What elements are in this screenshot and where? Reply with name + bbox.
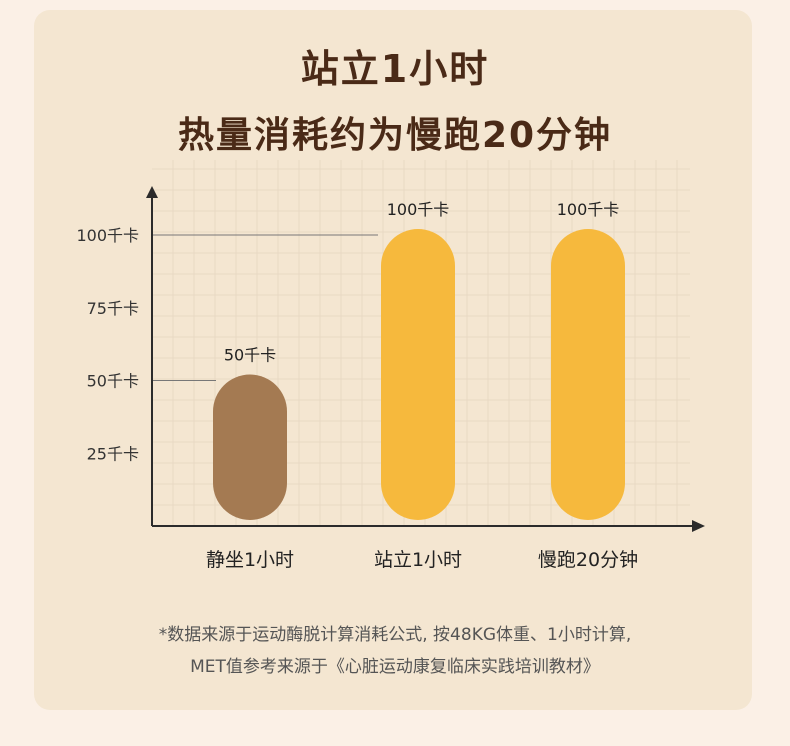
bar-1 <box>213 374 287 520</box>
bar-2 <box>381 229 455 520</box>
y-tick-label-2: 50千卡 <box>87 372 139 391</box>
bar-3 <box>551 229 625 520</box>
x-tick-label-2: 站立1小时 <box>374 549 462 571</box>
y-tick-label-4: 100千卡 <box>76 226 139 245</box>
footnote-line-1: *数据来源于运动酶脱计算消耗公式, 按48KG体重、1小时计算, <box>158 625 632 645</box>
data-label-3: 100千卡 <box>557 200 620 219</box>
footnote-line-2: MET值参考来源于《心脏运动康复临床实践培训教材》 <box>190 657 600 677</box>
x-tick-label-3: 慢跑20分钟 <box>538 549 638 571</box>
y-tick-label-1: 25千卡 <box>87 444 139 463</box>
x-tick-label-1: 静坐1小时 <box>206 549 294 571</box>
data-label-1: 50千卡 <box>224 346 276 365</box>
headline-line-2: 热量消耗约为慢跑20分钟 <box>177 115 613 156</box>
data-label-2: 100千卡 <box>387 200 450 219</box>
x-axis-arrow <box>692 520 705 532</box>
y-tick-label-3: 75千卡 <box>87 299 139 318</box>
y-axis-arrow <box>146 186 158 198</box>
headline-line-1: 站立1小时 <box>300 47 490 91</box>
